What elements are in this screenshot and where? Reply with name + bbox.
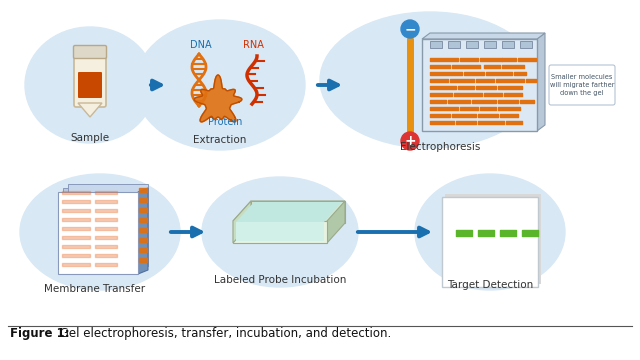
Text: Protein: Protein (208, 117, 242, 127)
Polygon shape (233, 221, 327, 243)
Polygon shape (138, 188, 148, 274)
Polygon shape (63, 188, 143, 270)
Bar (430, 41, 442, 48)
FancyBboxPatch shape (445, 194, 541, 284)
FancyBboxPatch shape (442, 197, 538, 287)
Circle shape (401, 132, 419, 150)
FancyBboxPatch shape (422, 39, 537, 131)
Text: Target Detection: Target Detection (447, 280, 533, 290)
Bar (502, 41, 514, 48)
Text: Smaller molecules
will migrate farther
down the gel: Smaller molecules will migrate farther d… (550, 74, 614, 96)
Circle shape (401, 20, 419, 38)
Bar (520, 41, 532, 48)
Ellipse shape (320, 12, 540, 148)
Ellipse shape (202, 177, 358, 287)
FancyBboxPatch shape (78, 72, 102, 98)
Text: Electrophoresis: Electrophoresis (400, 142, 480, 152)
Ellipse shape (20, 174, 180, 290)
Text: DNA: DNA (190, 40, 212, 50)
Ellipse shape (135, 20, 305, 150)
Text: Gel electrophoresis, transfer, incubation, and detection.: Gel electrophoresis, transfer, incubatio… (56, 328, 391, 341)
Polygon shape (537, 33, 545, 131)
Polygon shape (233, 201, 345, 221)
Polygon shape (327, 201, 345, 243)
FancyBboxPatch shape (74, 53, 106, 107)
Text: Membrane Transfer: Membrane Transfer (44, 284, 145, 294)
Text: Sample: Sample (70, 133, 109, 143)
Text: Extraction: Extraction (193, 135, 246, 145)
Polygon shape (194, 75, 242, 122)
Polygon shape (236, 222, 324, 241)
Ellipse shape (25, 27, 155, 143)
Bar (484, 41, 496, 48)
Text: RNA: RNA (243, 40, 264, 50)
Text: Figure 1:: Figure 1: (10, 328, 70, 341)
Polygon shape (251, 201, 345, 223)
FancyBboxPatch shape (549, 65, 615, 105)
Text: +: + (404, 134, 416, 148)
Polygon shape (78, 103, 102, 117)
Polygon shape (422, 33, 545, 39)
Text: −: − (404, 22, 416, 36)
Polygon shape (68, 184, 148, 266)
FancyBboxPatch shape (58, 192, 138, 274)
Polygon shape (236, 202, 342, 222)
Bar (466, 41, 478, 48)
Ellipse shape (415, 174, 565, 290)
FancyBboxPatch shape (74, 45, 106, 58)
Bar (448, 41, 460, 48)
Text: Labeled Probe Incubation: Labeled Probe Incubation (214, 275, 346, 285)
Polygon shape (233, 201, 251, 243)
